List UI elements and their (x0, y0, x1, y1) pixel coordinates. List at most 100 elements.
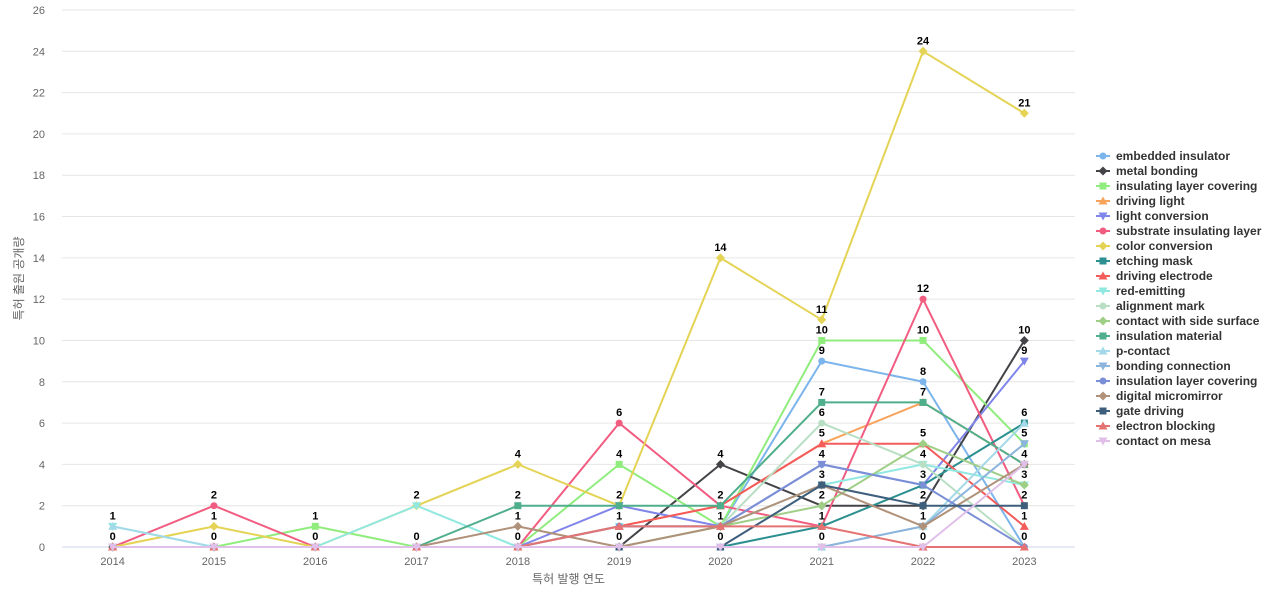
legend-item[interactable]: driving electrode (1096, 269, 1213, 283)
data-point[interactable] (818, 336, 826, 344)
data-point[interactable] (513, 521, 523, 531)
series-contact-on-mesa[interactable] (108, 460, 1029, 552)
data-point[interactable] (614, 521, 624, 530)
data-point[interactable] (513, 459, 523, 469)
y-tick-label: 24 (33, 46, 45, 58)
data-point[interactable] (715, 459, 725, 469)
data-point[interactable] (1019, 357, 1029, 366)
legend-item[interactable]: driving light (1096, 194, 1185, 208)
legend-item[interactable]: metal bonding (1096, 164, 1198, 178)
data-point[interactable] (919, 398, 927, 406)
data-point[interactable] (716, 502, 724, 510)
data-point[interactable] (514, 502, 522, 510)
data-point[interactable] (1019, 108, 1029, 118)
data-point[interactable] (818, 481, 826, 489)
series-bonding-connection[interactable] (108, 440, 1029, 552)
legend-item[interactable]: etching mask (1096, 254, 1193, 268)
data-point[interactable] (818, 419, 826, 427)
data-point[interactable] (818, 398, 826, 406)
data-label: 5 (1021, 428, 1027, 440)
data-point[interactable] (1019, 418, 1029, 427)
legend-item[interactable]: embedded insulator (1096, 149, 1230, 163)
series-contact-with-side-surface[interactable] (108, 439, 1029, 552)
data-point[interactable] (817, 521, 827, 530)
data-point[interactable] (918, 46, 928, 56)
data-point[interactable] (919, 378, 927, 386)
x-tick-label: 2021 (810, 556, 834, 568)
data-point[interactable] (715, 253, 725, 263)
data-point[interactable] (1019, 480, 1029, 490)
data-point[interactable] (919, 460, 927, 468)
legend-item[interactable]: bonding connection (1096, 359, 1231, 373)
data-point[interactable] (1019, 542, 1029, 551)
series-embedded-insulator[interactable] (109, 357, 1028, 551)
data-point[interactable] (818, 357, 826, 365)
data-point[interactable] (310, 543, 320, 552)
data-point[interactable] (918, 543, 928, 552)
legend-symbol (1098, 287, 1108, 296)
legend-item[interactable]: electron blocking (1096, 419, 1215, 433)
data-point[interactable] (918, 439, 928, 449)
data-point[interactable] (513, 543, 523, 552)
data-point[interactable] (1019, 440, 1029, 449)
legend-symbol (1099, 182, 1107, 190)
data-point[interactable] (412, 502, 422, 511)
data-point[interactable] (715, 521, 725, 530)
data-label: 10 (1018, 324, 1030, 336)
data-point[interactable] (919, 336, 927, 344)
data-point[interactable] (1019, 335, 1029, 345)
data-point[interactable] (817, 543, 827, 552)
data-point[interactable] (615, 502, 623, 510)
data-point[interactable] (108, 543, 118, 552)
legend-item[interactable]: substrate insulating layer (1096, 224, 1262, 238)
series-light-conversion[interactable] (108, 357, 1029, 552)
data-point[interactable] (210, 502, 218, 510)
legend-label: embedded insulator (1116, 149, 1230, 163)
data-point[interactable] (715, 543, 725, 552)
legend-item[interactable]: insulating layer covering (1096, 179, 1257, 193)
legend-item[interactable]: digital micromirror (1096, 389, 1223, 403)
x-tick-label: 2015 (202, 556, 226, 568)
series-color-conversion[interactable] (108, 46, 1029, 552)
legend-item[interactable]: red-emitting (1096, 284, 1185, 298)
legend-item[interactable]: insulation material (1096, 329, 1222, 343)
data-point[interactable] (817, 501, 827, 511)
data-label: 2 (616, 490, 622, 502)
series-driving-light[interactable] (108, 397, 1029, 551)
legend-item[interactable]: contact on mesa (1096, 434, 1211, 448)
data-label: 0 (616, 531, 622, 543)
y-tick-label: 20 (33, 129, 45, 141)
x-tick-label: 2022 (911, 556, 935, 568)
legend-item[interactable]: p-contact (1096, 344, 1170, 358)
data-point[interactable] (209, 521, 219, 531)
data-point[interactable] (818, 460, 826, 468)
legend-item[interactable]: insulation layer covering (1096, 374, 1257, 388)
data-point[interactable] (919, 295, 927, 303)
series-insulation-material[interactable] (109, 398, 1028, 551)
data-point[interactable] (615, 419, 623, 427)
data-point[interactable] (209, 543, 219, 552)
data-point[interactable] (918, 521, 928, 531)
data-point[interactable] (817, 439, 827, 448)
data-label: 8 (920, 366, 926, 378)
data-label: 2 (920, 490, 926, 502)
data-point[interactable] (919, 481, 927, 489)
data-point[interactable] (817, 315, 827, 325)
legend-item[interactable]: color conversion (1096, 239, 1213, 253)
data-point[interactable] (1020, 502, 1028, 510)
data-point[interactable] (108, 521, 118, 530)
y-tick-label: 2 (39, 501, 45, 513)
legend-item[interactable]: contact with side surface (1096, 314, 1260, 328)
data-point[interactable] (412, 543, 422, 552)
legend-item[interactable]: light conversion (1096, 209, 1209, 223)
data-point[interactable] (615, 460, 623, 468)
legend-item[interactable]: alignment mark (1096, 299, 1205, 313)
data-point[interactable] (1019, 460, 1029, 469)
legend-symbol (1098, 212, 1108, 221)
data-point[interactable] (919, 502, 927, 510)
data-point[interactable] (614, 543, 624, 552)
data-point[interactable] (311, 522, 319, 530)
data-point[interactable] (1019, 521, 1029, 530)
data-label: 10 (917, 324, 929, 336)
legend-item[interactable]: gate driving (1096, 404, 1184, 418)
